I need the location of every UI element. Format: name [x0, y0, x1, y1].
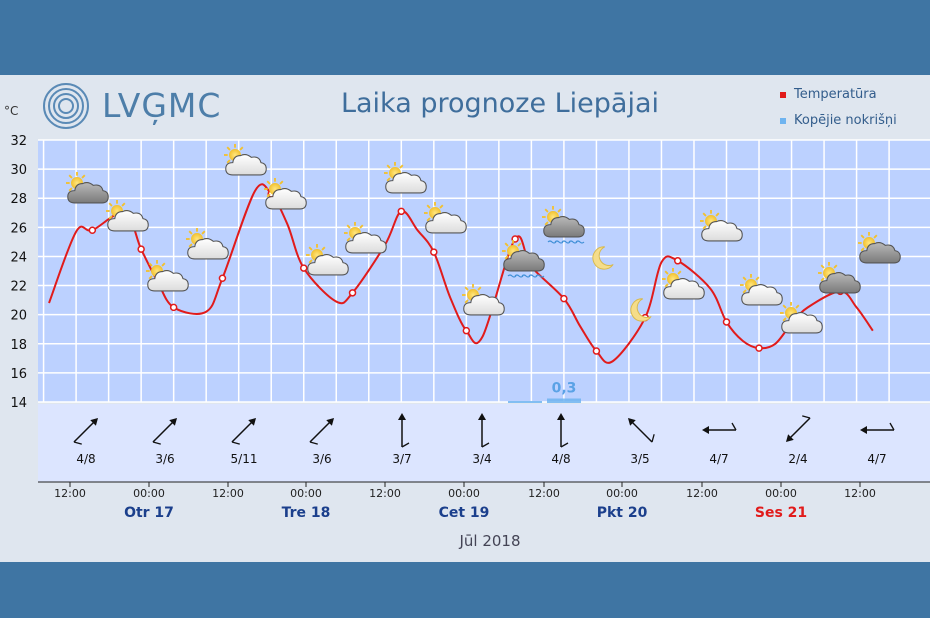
grid-lines — [38, 139, 930, 403]
y-tick-label: 22 — [10, 280, 27, 295]
y-axis-unit: °C — [4, 104, 19, 118]
temperature-point — [137, 245, 145, 253]
wind-arrow-icon — [309, 417, 335, 445]
temperature-point — [755, 344, 763, 352]
wind-arrow-icon — [398, 413, 410, 448]
temperature-point — [348, 289, 357, 297]
x-tick-label: 00:00 — [290, 487, 322, 500]
day-label: Cet 19 — [439, 505, 490, 521]
wind-label: 3/6 — [155, 452, 174, 466]
wind-label: 4/8 — [551, 452, 570, 466]
logo-text: LVĢMC — [102, 86, 222, 125]
precip-bar — [547, 398, 581, 403]
plot-area — [38, 140, 930, 402]
y-tick-label: 26 — [10, 221, 27, 236]
wind-label: 4/7 — [709, 452, 728, 466]
partly-cloudy-rain-icon — [542, 206, 585, 244]
legend-swatch-red — [780, 91, 786, 98]
day-label: Ses 21 — [755, 505, 807, 521]
wind-arrow-icon — [557, 413, 569, 448]
day-label: Otr 17 — [124, 505, 174, 521]
wind-arrow-icon — [231, 417, 257, 445]
precip-label: 0,3 — [552, 381, 577, 397]
temperature-point — [560, 294, 568, 303]
precipitation-bars: 0,3 — [508, 381, 581, 403]
y-tick-label: 30 — [10, 163, 27, 178]
wind-label: 3/4 — [472, 452, 491, 466]
temperature-point — [673, 257, 682, 265]
wind-label: 3/5 — [630, 452, 649, 466]
y-tick-label: 20 — [10, 309, 27, 324]
wind-label: 4/8 — [76, 452, 95, 466]
y-tick-label: 32 — [10, 134, 27, 149]
temperature-point — [397, 207, 406, 216]
y-tick-label: 14 — [10, 396, 27, 411]
temperature-point — [88, 226, 97, 234]
legend-label: Temperatūra — [794, 87, 877, 102]
wind-label: 5/11 — [231, 452, 258, 466]
x-tick-label: 12:00 — [54, 487, 86, 500]
day-label: Tre 18 — [282, 505, 331, 521]
logo-rings-icon — [43, 83, 89, 129]
legend-swatch-blue — [780, 117, 786, 124]
precip-bar — [508, 401, 542, 403]
legend-label: Kopējie nokrišņi — [794, 113, 897, 128]
wind-label: 4/7 — [867, 452, 886, 466]
x-tick-label: 12:00 — [369, 487, 401, 500]
wind-label: 3/6 — [312, 452, 331, 466]
wind-label: 2/4 — [788, 452, 807, 466]
wind-arrow-icon — [860, 422, 895, 434]
wind-arrow-icon — [702, 422, 737, 434]
page-title: Laika prognoze Liepājai — [340, 88, 660, 119]
temperature-point — [462, 326, 471, 335]
temperature-point — [592, 347, 601, 355]
wind-arrow-icon — [152, 417, 178, 445]
lvgmc-logo — [40, 80, 240, 132]
y-tick-label: 18 — [10, 338, 27, 353]
wind-arrow-icon — [478, 413, 490, 448]
temperature-point — [722, 318, 731, 326]
partly-cloudy-rain-icon — [502, 240, 545, 278]
month-label: Jūl 2018 — [459, 532, 521, 550]
temperature-point — [169, 303, 178, 312]
x-tick-label: 00:00 — [448, 487, 480, 500]
wind-arrow-icon — [785, 415, 811, 443]
x-tick-label: 12:00 — [528, 487, 560, 500]
wind-strip — [38, 404, 930, 482]
temperature-point — [218, 274, 227, 283]
y-tick-label: 16 — [10, 367, 27, 382]
day-label: Pkt 20 — [597, 505, 648, 521]
wind-label: 3/7 — [392, 452, 411, 466]
wind-arrow-icon — [627, 417, 655, 443]
x-tick-label: 12:00 — [844, 487, 876, 500]
wind-row: 4/8 3/6 5/11 3/6 3/7 3/4 4/8 3/5 4/7 2/4 4/7 — [73, 413, 895, 466]
x-tick-label: 00:00 — [606, 487, 638, 500]
x-tick-label: 00:00 — [765, 487, 797, 500]
legend-item-precipitation: Kopējie nokrišņi — [780, 113, 897, 128]
y-tick-label: 24 — [10, 250, 27, 265]
x-tick-label: 00:00 — [133, 487, 165, 500]
x-tick-label: 12:00 — [212, 487, 244, 500]
y-axis: 14 16 18 20 22 24 26 28 30 32 — [10, 134, 27, 411]
x-tick-label: 12:00 — [686, 487, 718, 500]
temperature-point — [299, 264, 308, 272]
legend-item-temperature: Temperatūra — [780, 87, 877, 102]
wind-arrow-icon — [73, 417, 99, 445]
y-tick-label: 28 — [10, 192, 27, 207]
weather-icons — [66, 144, 901, 334]
time-axis: 12:00 00:00 12:00 00:00 12:00 00:00 12:00 00:00… — [38, 481, 930, 521]
temperature-point — [430, 248, 438, 256]
